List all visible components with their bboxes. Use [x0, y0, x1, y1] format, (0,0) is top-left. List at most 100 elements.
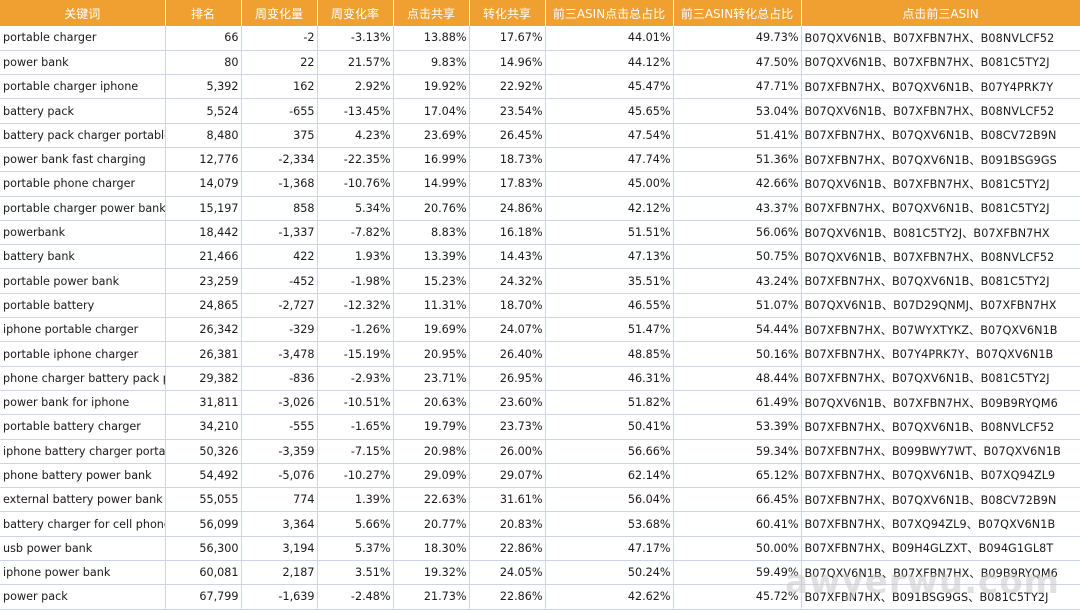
cell-top3-click-share: 35.51%: [545, 268, 674, 294]
table-row: power bank for iphone 31,811 -3,026 -10.51%…: [0, 390, 1080, 416]
cell-weekly-change-rate: -15.19%: [317, 341, 394, 367]
cell-top3-click-share: 56.66%: [545, 439, 674, 464]
table-row: portable charger iphone 5,392 162 2.92% 19.9…: [0, 74, 1080, 100]
cell-weekly-change-rate: 5.34%: [317, 196, 394, 221]
header-rank: 排名: [165, 0, 242, 26]
cell-rank: 54,492: [165, 463, 242, 489]
cell-conversion-share: 22.86%: [469, 584, 546, 610]
table-row: portable battery charger 34,210 -555 -1.65%…: [0, 414, 1080, 440]
cell-keyword: portable charger iphone: [0, 74, 166, 100]
cell-top3-asins: B07XFBN7HX、B09H4GLZXT、B094G1GL8T: [801, 536, 1080, 562]
cell-weekly-change: 22: [241, 50, 318, 76]
cell-weekly-change-rate: -1.26%: [317, 317, 394, 343]
cell-rank: 8,480: [165, 123, 242, 148]
cell-click-share: 16.99%: [393, 147, 470, 173]
cell-top3-conversion-share: 61.49%: [673, 390, 802, 416]
cell-conversion-share: 17.67%: [469, 26, 546, 51]
cell-keyword: phone charger battery pack po: [0, 366, 166, 391]
cell-click-share: 19.79%: [393, 414, 470, 440]
cell-weekly-change-rate: 2.92%: [317, 74, 394, 100]
table-row: usb power bank 56,300 3,194 5.37% 18.30% 22.8…: [0, 536, 1080, 562]
cell-top3-asins: B07XFBN7HX、B07WYXTYKZ、B07QXV6N1B: [801, 317, 1080, 343]
cell-top3-click-share: 56.04%: [545, 487, 674, 513]
cell-top3-asins: B07XFBN7HX、B07QXV6N1B、B091BSG9GS: [801, 147, 1080, 173]
cell-rank: 18,442: [165, 220, 242, 246]
cell-weekly-change-rate: -10.76%: [317, 171, 394, 197]
cell-weekly-change-rate: -13.45%: [317, 98, 394, 124]
cell-rank: 26,381: [165, 341, 242, 367]
cell-top3-conversion-share: 47.50%: [673, 50, 802, 76]
cell-weekly-change: -3,359: [241, 439, 318, 464]
cell-rank: 56,099: [165, 511, 242, 537]
cell-click-share: 23.69%: [393, 123, 470, 148]
cell-top3-click-share: 48.85%: [545, 341, 674, 367]
cell-top3-asins: B07XFBN7HX、B07XQ94ZL9、B07QXV6N1B: [801, 511, 1080, 537]
cell-keyword: iphone battery charger portable: [0, 439, 166, 464]
cell-top3-conversion-share: 59.34%: [673, 439, 802, 464]
cell-top3-click-share: 42.12%: [545, 196, 674, 221]
cell-top3-click-share: 51.51%: [545, 220, 674, 246]
cell-click-share: 20.76%: [393, 196, 470, 221]
cell-weekly-change: 375: [241, 123, 318, 148]
cell-top3-conversion-share: 45.72%: [673, 584, 802, 610]
cell-weekly-change-rate: -3.13%: [317, 26, 394, 51]
cell-top3-click-share: 47.17%: [545, 536, 674, 562]
cell-keyword: portable charger: [0, 26, 166, 51]
cell-top3-conversion-share: 59.49%: [673, 560, 802, 586]
cell-rank: 5,392: [165, 74, 242, 100]
cell-click-share: 29.09%: [393, 463, 470, 489]
table-row: portable iphone charger 26,381 -3,478 -15.1…: [0, 341, 1080, 367]
cell-click-share: 23.71%: [393, 366, 470, 391]
cell-conversion-share: 23.73%: [469, 414, 546, 440]
cell-weekly-change: -2,727: [241, 293, 318, 319]
cell-keyword: powerbank: [0, 220, 166, 246]
cell-top3-conversion-share: 65.12%: [673, 463, 802, 489]
cell-top3-click-share: 46.55%: [545, 293, 674, 319]
table-row: battery bank 21,466 422 1.93% 13.39% 14.43% 47…: [0, 244, 1080, 270]
cell-weekly-change: 3,364: [241, 511, 318, 537]
cell-weekly-change-rate: -1.98%: [317, 268, 394, 294]
cell-rank: 80: [165, 50, 242, 76]
cell-top3-conversion-share: 51.36%: [673, 147, 802, 173]
cell-rank: 67,799: [165, 584, 242, 610]
cell-keyword: phone battery power bank: [0, 463, 166, 489]
cell-weekly-change: -1,337: [241, 220, 318, 246]
cell-conversion-share: 24.86%: [469, 196, 546, 221]
cell-weekly-change: -3,026: [241, 390, 318, 416]
cell-weekly-change: -836: [241, 366, 318, 391]
cell-weekly-change: -655: [241, 98, 318, 124]
cell-weekly-change: -1,639: [241, 584, 318, 610]
header-top3-click-share: 前三ASIN点击总占比: [545, 0, 674, 26]
cell-rank: 24,865: [165, 293, 242, 319]
cell-click-share: 18.30%: [393, 536, 470, 562]
cell-top3-asins: B07XFBN7HX、B07QXV6N1B、B07XQ94ZL9: [801, 463, 1080, 489]
cell-top3-asins: B07QXV6N1B、B07XFBN7HX、B08NVLCF52: [801, 244, 1080, 270]
cell-top3-conversion-share: 43.37%: [673, 196, 802, 221]
table-row: powerbank 18,442 -1,337 -7.82% 8.83% 16.18% 51…: [0, 220, 1080, 246]
cell-click-share: 21.73%: [393, 584, 470, 610]
cell-top3-click-share: 42.62%: [545, 584, 674, 610]
cell-top3-conversion-share: 43.24%: [673, 268, 802, 294]
cell-weekly-change: -329: [241, 317, 318, 343]
cell-rank: 21,466: [165, 244, 242, 270]
table-row: power pack 67,799 -1,639 -2.48% 21.73% 22.86%…: [0, 584, 1080, 610]
cell-keyword: power bank: [0, 50, 166, 76]
cell-top3-asins: B07XFBN7HX、B07QXV6N1B、B081C5TY2J: [801, 366, 1080, 391]
cell-weekly-change: -5,076: [241, 463, 318, 489]
table-row: phone battery power bank 54,492 -5,076 -10.…: [0, 463, 1080, 489]
cell-keyword: iphone power bank: [0, 560, 166, 586]
cell-rank: 14,079: [165, 171, 242, 197]
cell-top3-click-share: 51.82%: [545, 390, 674, 416]
cell-top3-conversion-share: 42.66%: [673, 171, 802, 197]
cell-keyword: power pack: [0, 584, 166, 610]
cell-rank: 15,197: [165, 196, 242, 221]
cell-weekly-change: 2,187: [241, 560, 318, 586]
cell-top3-conversion-share: 60.41%: [673, 511, 802, 537]
cell-weekly-change-rate: -2.48%: [317, 584, 394, 610]
cell-weekly-change-rate: -7.15%: [317, 439, 394, 464]
cell-conversion-share: 24.05%: [469, 560, 546, 586]
cell-rank: 26,342: [165, 317, 242, 343]
cell-conversion-share: 22.86%: [469, 536, 546, 562]
cell-weekly-change-rate: -10.51%: [317, 390, 394, 416]
header-top3-asins: 点击前三ASIN: [801, 0, 1080, 26]
